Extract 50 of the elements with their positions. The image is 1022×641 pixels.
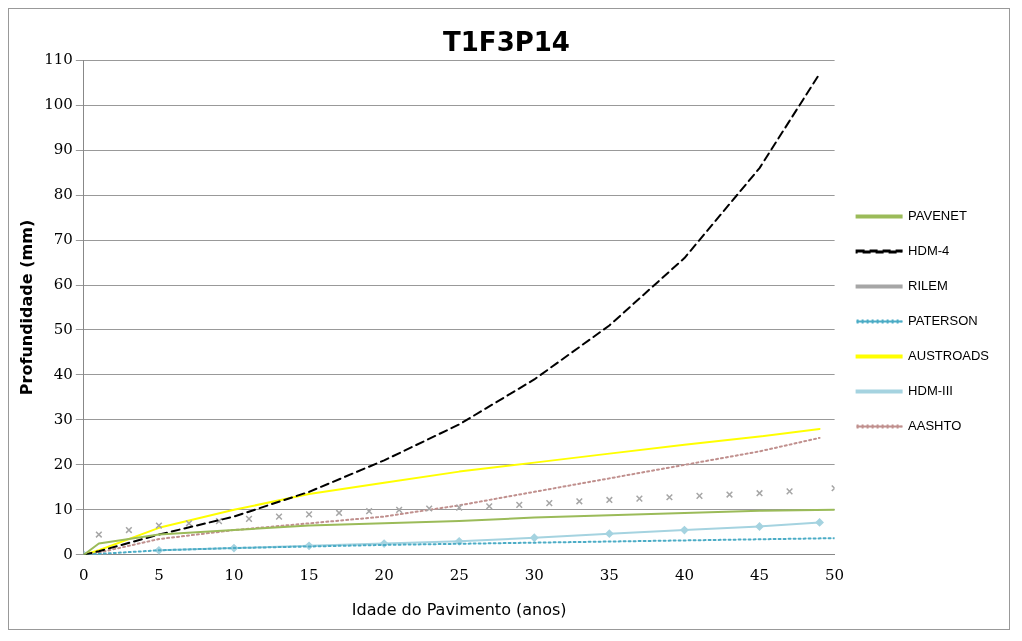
y-tick-label: 40 (53, 364, 73, 383)
x-tick-label: 25 (449, 565, 469, 584)
x-tick-label: 45 (749, 565, 770, 584)
x-axis-title: Idade do Pavimento (anos) (351, 599, 567, 619)
point (695, 492, 704, 500)
x-tick-label: 20 (374, 565, 394, 584)
point (275, 513, 283, 521)
point (155, 522, 163, 530)
point (605, 529, 614, 538)
y-tick-label: 60 (53, 274, 73, 293)
chart-title: T1F3P14 (443, 27, 570, 58)
point (530, 533, 539, 542)
y-tick-label: 10 (53, 499, 73, 518)
y-tick-label: 50 (53, 319, 73, 338)
y-tick-label: 20 (53, 454, 73, 473)
point (680, 526, 689, 535)
point (785, 487, 794, 495)
legend-label: RILEM (908, 278, 948, 294)
y-tick-label: 30 (53, 409, 73, 428)
y-tick-label: 70 (53, 229, 73, 248)
y-axis-title: Profundidade (mm) (16, 219, 36, 396)
x-tick-label: 5 (154, 565, 164, 584)
point (125, 526, 133, 534)
point (335, 509, 343, 517)
x-tick-label: 30 (524, 565, 544, 584)
point (485, 502, 493, 510)
point (365, 507, 373, 515)
point (635, 495, 643, 503)
x-tick-label: 15 (299, 565, 319, 584)
point (575, 497, 583, 505)
legend-label: AUSTROADS (908, 348, 990, 364)
y-tick-label: 100 (44, 95, 73, 114)
y-tick-label: 80 (53, 184, 73, 203)
x-tick-label: 0 (79, 565, 89, 584)
x-tick-label: 35 (599, 565, 619, 584)
legend-label: HDM-4 (908, 243, 950, 259)
point (815, 518, 824, 527)
legend-label: HDM-III (908, 383, 953, 399)
y-tick-label: 110 (44, 50, 73, 69)
point (725, 490, 734, 499)
x-tick-label: 10 (224, 565, 244, 584)
legend-label: AASHTO (908, 418, 962, 434)
y-tick-label: 90 (53, 140, 73, 159)
legend-label: PATERSON (908, 313, 978, 329)
legend-label: PAVENET (908, 208, 967, 224)
y-tick-label: 0 (63, 544, 73, 563)
point (395, 506, 403, 514)
point (755, 522, 764, 531)
x-tick-label: 50 (825, 565, 845, 584)
x-tick-label: 40 (674, 565, 694, 584)
